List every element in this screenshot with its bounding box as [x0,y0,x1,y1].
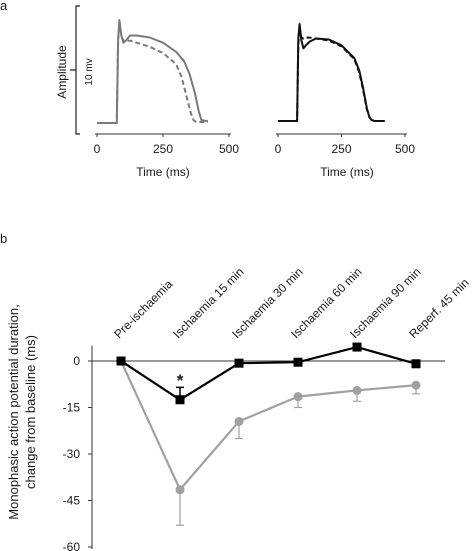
data-point-circle [411,380,421,390]
category-label: Reperf. 45 min [406,276,472,342]
data-point-square [175,395,185,405]
panel-b-ylabel-line2: change from baseline (ms) [23,335,38,489]
trace-plot-right: 0 250 500 [275,23,415,156]
trace-plot-left: 0 250 500 [94,19,239,156]
y-tick-label: -15 [63,401,81,415]
y-tick-label: -45 [63,494,81,508]
panel-b-label: b [0,231,7,246]
scale-bar [70,5,80,135]
data-point-square [234,358,244,368]
right-xlabel: Time (ms) [320,165,374,179]
x-tick-label: 0 [94,142,101,156]
trace-dashed [278,30,385,122]
series-line [120,345,417,402]
trace-solid [97,19,208,124]
series-line [120,360,417,492]
trace-solid [278,23,385,122]
x-tick-label: 250 [331,142,351,156]
data-point-square [411,359,421,369]
left-xlabel: Time (ms) [136,165,190,179]
y-tick-label: -60 [63,540,81,551]
x-tick-label: 500 [395,142,415,156]
panel-a-ylabel: Amplitude [55,45,69,99]
x-tick-label: 250 [153,142,173,156]
panel-b-ylabel-line1: Monophasic action potential duration, [6,304,21,519]
y-tick-label: 0 [73,354,80,368]
data-point-square [293,357,303,367]
data-point-circle [175,485,185,495]
data-point-circle [293,392,303,402]
x-tick-label: 0 [275,142,282,156]
data-point-circle [234,416,244,426]
data-point-circle [352,385,362,395]
data-point-square [352,342,362,352]
scale-bar-label: 10 mv [84,58,95,85]
panel-a-label: a [0,0,8,13]
significance-asterisk: * [177,371,184,390]
x-tick-label: 500 [219,142,239,156]
scale-bar-bracket [70,5,80,135]
category-label: Pre-ischaemia [111,277,175,341]
data-point-square [116,356,126,366]
trace-dashed [97,21,208,124]
y-tick-label: -30 [63,447,81,461]
